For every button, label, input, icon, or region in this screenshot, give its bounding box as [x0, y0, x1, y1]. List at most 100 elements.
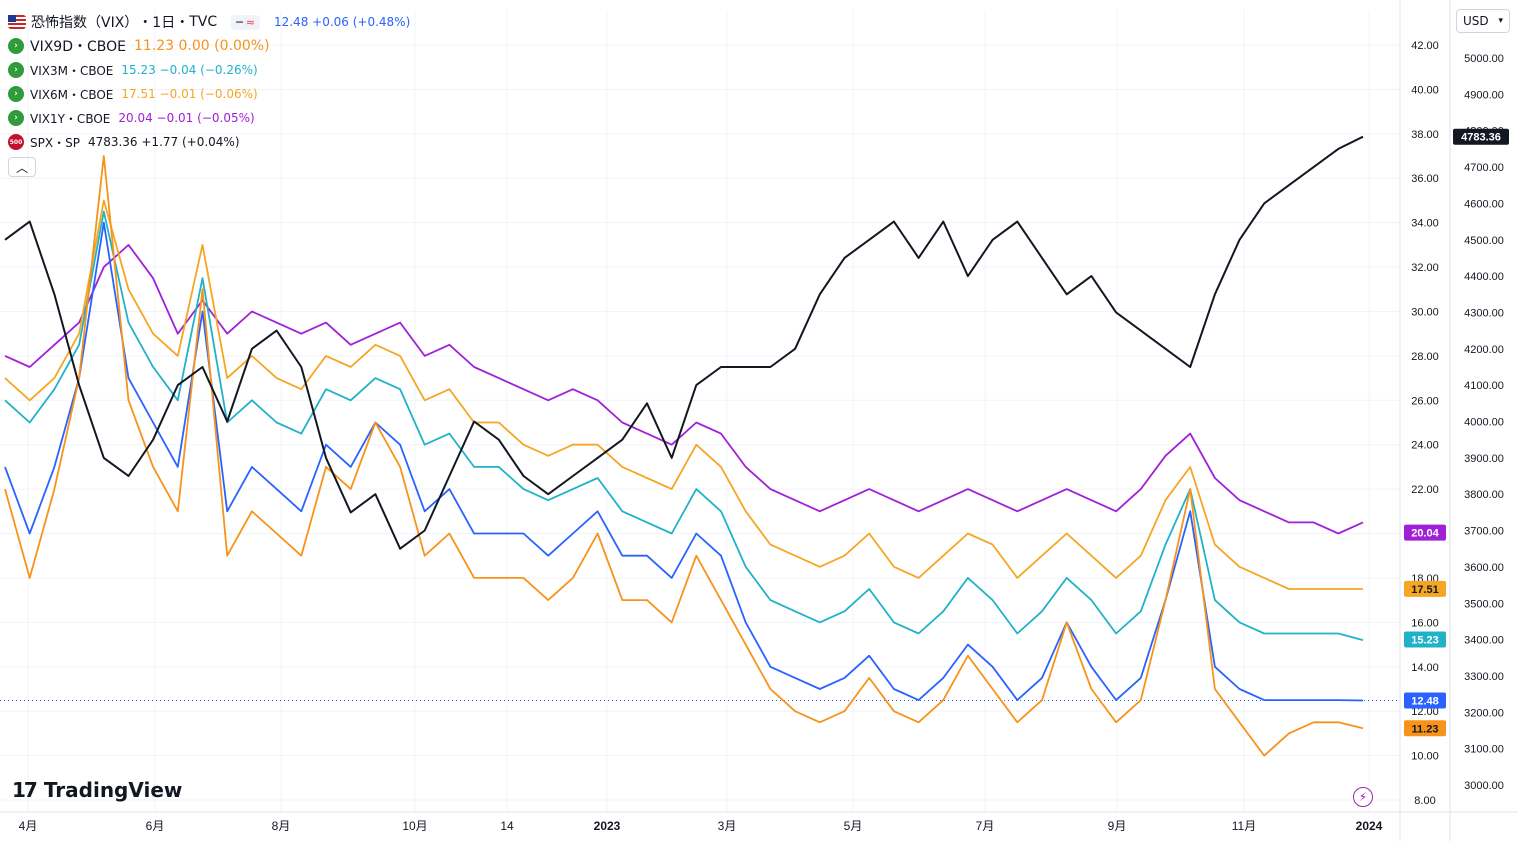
- left-axis-tick: 36.00: [1411, 173, 1439, 185]
- main-symbol: 恐怖指数（VIX）: [31, 15, 139, 31]
- right-axis-tick: 4700.00: [1464, 162, 1504, 174]
- lightning-icon[interactable]: ⚡: [1353, 787, 1373, 807]
- left-axis-tick: 40.00: [1411, 84, 1439, 96]
- right-axis-tick: 3300.00: [1464, 671, 1504, 683]
- left-axis-tick: 26.00: [1411, 395, 1439, 407]
- sp500-badge-icon: 500: [8, 134, 24, 150]
- right-axis-tick: 4400.00: [1464, 271, 1504, 283]
- x-axis-tick: 5月: [844, 819, 863, 833]
- last-value-label-bg: [1404, 580, 1446, 597]
- left-axis-tick: 38.00: [1411, 129, 1439, 141]
- x-axis-tick: 10月: [402, 819, 427, 833]
- tradingview-logo[interactable]: 17 TradingView: [12, 778, 182, 802]
- legend-symbol: SPX・SP: [30, 135, 80, 150]
- last-value-label: 20.04: [1411, 528, 1439, 540]
- x-axis-tick: 8月: [272, 819, 291, 833]
- legend-value: 11.23 0.00 (0.00%): [133, 38, 270, 54]
- left-axis-tick: 42.00: [1411, 40, 1439, 52]
- series-line-vix6m: [4, 199, 1363, 590]
- chevron-up-icon: ︿: [15, 160, 28, 175]
- legend-symbol: VIX6M・CBOE: [30, 87, 114, 102]
- legend-row-vix9d[interactable]: › VIX9D・CBOE 11.23 0.00 (0.00%): [8, 34, 410, 58]
- right-axis-tick: 3900.00: [1464, 453, 1504, 465]
- right-axis-tick: 4000.00: [1464, 417, 1504, 429]
- last-value-label: 17.51: [1411, 584, 1439, 596]
- main-source: TVC: [189, 14, 218, 30]
- series-line-vix: [4, 221, 1364, 702]
- x-axis-tick: 9月: [1108, 819, 1127, 833]
- last-value-label: 15.23: [1411, 634, 1439, 646]
- x-axis-tick: 2023: [594, 819, 621, 833]
- left-axis-tick: 24.00: [1411, 440, 1439, 452]
- legend-symbol: VIX9D・CBOE: [30, 39, 126, 55]
- x-axis-tick: 3月: [718, 819, 737, 833]
- chevron-down-icon: ▾: [1498, 16, 1503, 26]
- right-axis-tick: 4500.00: [1464, 235, 1504, 247]
- last-value-label-bg: [1453, 128, 1509, 145]
- cboe-badge-icon: ›: [8, 62, 24, 78]
- currency-label: USD: [1463, 14, 1489, 28]
- left-axis-tick: 14.00: [1411, 662, 1439, 674]
- line-icon: ━: [236, 15, 243, 29]
- right-axis-tick: 3100.00: [1464, 744, 1504, 756]
- left-axis-tick: 10.00: [1411, 751, 1439, 763]
- last-value-label-bg: [1404, 524, 1446, 541]
- left-axis-tick: 22.00: [1411, 484, 1439, 496]
- right-axis-tick: 4300.00: [1464, 307, 1504, 319]
- legend-symbol: VIX1Y・CBOE: [30, 111, 111, 126]
- legend-row-vix1y[interactable]: › VIX1Y・CBOE 20.04 −0.01 (−0.05%): [8, 106, 410, 130]
- main-value: 12.48 +0.06 (+0.48%): [273, 15, 411, 29]
- right-axis-tick: 5000.00: [1464, 53, 1504, 65]
- legend-symbol: VIX3M・CBOE: [30, 63, 114, 78]
- x-axis-tick: 6月: [146, 819, 165, 833]
- series-line-vix1y: [4, 243, 1364, 535]
- logo-text: TradingView: [43, 778, 183, 802]
- right-axis-tick: 3800.00: [1464, 489, 1504, 501]
- currency-button[interactable]: USD ▾: [1456, 9, 1510, 33]
- legend-value: 15.23 −0.04 (−0.26%): [121, 63, 258, 77]
- right-axis-tick: 3600.00: [1464, 562, 1504, 574]
- legend-row-spx[interactable]: 500 SPX・SP 4783.36 +1.77 (+0.04%): [8, 130, 410, 154]
- last-value-label-bg: [1404, 692, 1446, 709]
- x-axis-tick: 4月: [19, 819, 38, 833]
- right-axis-tick: 4200.00: [1464, 344, 1504, 356]
- legend-main[interactable]: 恐怖指数（VIX） ・ 1日 ・ TVC ━ ≈ 12.48 +0.06 (+0…: [8, 10, 410, 34]
- left-axis-tick: 34.00: [1411, 218, 1439, 230]
- left-axis-tick: 28.00: [1411, 351, 1439, 363]
- right-axis-tick: 3000.00: [1464, 780, 1504, 792]
- legend-row-vix6m[interactable]: › VIX6M・CBOE 17.51 −0.01 (−0.06%): [8, 82, 410, 106]
- main-interval: 1日: [152, 15, 176, 31]
- x-axis-tick: 7月: [976, 819, 995, 833]
- right-axis-tick: 3200.00: [1464, 707, 1504, 719]
- legend-value: 17.51 −0.01 (−0.06%): [121, 87, 258, 101]
- right-axis-tick: 3700.00: [1464, 526, 1504, 538]
- last-value-label: 12.48: [1411, 696, 1439, 708]
- left-axis-tick: 12.00: [1411, 706, 1439, 718]
- approx-icon: ≈: [245, 15, 255, 29]
- cboe-badge-icon: ›: [8, 86, 24, 102]
- left-axis-tick: 32.00: [1411, 262, 1439, 274]
- x-axis-tick: 14: [500, 819, 514, 833]
- last-value-label-bg: [1404, 631, 1446, 648]
- series-line-vix3m: [4, 210, 1364, 641]
- right-axis-tick: 3400.00: [1464, 635, 1504, 647]
- x-axis-tick: 11月: [1232, 819, 1256, 833]
- indicator-pill[interactable]: ━ ≈: [231, 14, 260, 30]
- legend-value: 4783.36 +1.77 (+0.04%): [87, 135, 240, 149]
- collapse-legend-button[interactable]: ︿: [8, 157, 36, 177]
- left-axis-tick: 8.00: [1414, 795, 1435, 807]
- last-value-label: 4783.36: [1461, 132, 1501, 144]
- right-axis-tick: 4600.00: [1464, 198, 1504, 210]
- sep: ・: [138, 15, 153, 31]
- legend-row-vix3m[interactable]: › VIX3M・CBOE 15.23 −0.04 (−0.26%): [8, 58, 410, 82]
- series-line-vix9d: [4, 155, 1364, 757]
- right-axis-tick: 4100.00: [1464, 380, 1504, 392]
- sep: ・: [175, 15, 190, 31]
- legend: 恐怖指数（VIX） ・ 1日 ・ TVC ━ ≈ 12.48 +0.06 (+0…: [8, 10, 410, 177]
- right-axis-tick: 3500.00: [1464, 598, 1504, 610]
- cboe-badge-icon: ›: [8, 110, 24, 126]
- legend-value: 20.04 −0.01 (−0.05%): [118, 111, 255, 125]
- cboe-badge-icon: ›: [8, 38, 24, 54]
